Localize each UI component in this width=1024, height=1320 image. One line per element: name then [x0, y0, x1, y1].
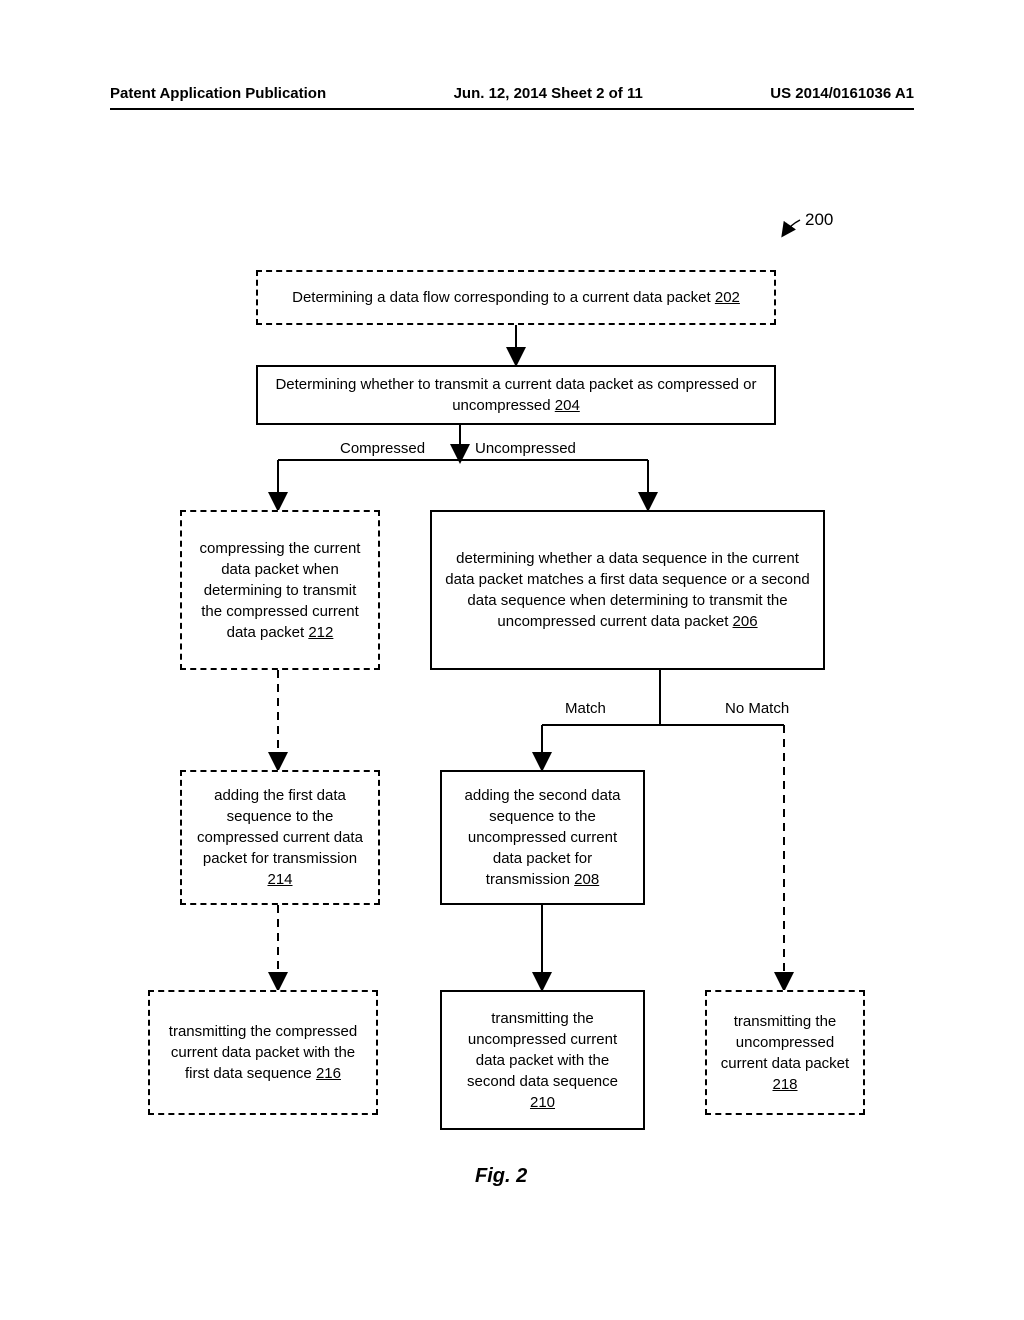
- header-center: Jun. 12, 2014 Sheet 2 of 11: [454, 85, 643, 102]
- box-214-text: adding the first data sequence to the co…: [194, 785, 366, 890]
- figure-ref-200: 200: [805, 210, 833, 230]
- flowchart-diagram: 200 Determining a data flow cor: [0, 190, 1024, 1240]
- header-rule: [110, 108, 914, 110]
- box-218: transmitting the uncompressed current da…: [705, 990, 865, 1115]
- box-208-text: adding the second data sequence to the u…: [454, 785, 631, 890]
- box-206-text: determining whether a data sequence in t…: [444, 548, 811, 632]
- box-204: Determining whether to transmit a curren…: [256, 365, 776, 425]
- label-compressed: Compressed: [340, 440, 425, 457]
- box-210: transmitting the uncompressed current da…: [440, 990, 645, 1130]
- figure-label: Fig. 2: [475, 1165, 527, 1188]
- label-uncompressed: Uncompressed: [475, 440, 576, 457]
- box-214: adding the first data sequence to the co…: [180, 770, 380, 905]
- box-202-text: Determining a data flow corresponding to…: [292, 287, 740, 308]
- box-208: adding the second data sequence to the u…: [440, 770, 645, 905]
- header-left: Patent Application Publication: [110, 85, 326, 102]
- box-216: transmitting the compressed current data…: [148, 990, 378, 1115]
- box-212-text: compressing the current data packet when…: [194, 538, 366, 643]
- label-nomatch: No Match: [725, 700, 789, 717]
- header-right: US 2014/0161036 A1: [770, 85, 914, 102]
- box-216-text: transmitting the compressed current data…: [162, 1021, 364, 1084]
- box-218-text: transmitting the uncompressed current da…: [719, 1011, 851, 1095]
- box-212: compressing the current data packet when…: [180, 510, 380, 670]
- box-204-text: Determining whether to transmit a curren…: [270, 374, 762, 416]
- box-206: determining whether a data sequence in t…: [430, 510, 825, 670]
- page-header: Patent Application Publication Jun. 12, …: [0, 85, 1024, 102]
- ref-200-text: 200: [805, 210, 833, 229]
- box-202: Determining a data flow corresponding to…: [256, 270, 776, 325]
- box-210-text: transmitting the uncompressed current da…: [454, 1008, 631, 1113]
- label-match: Match: [565, 700, 606, 717]
